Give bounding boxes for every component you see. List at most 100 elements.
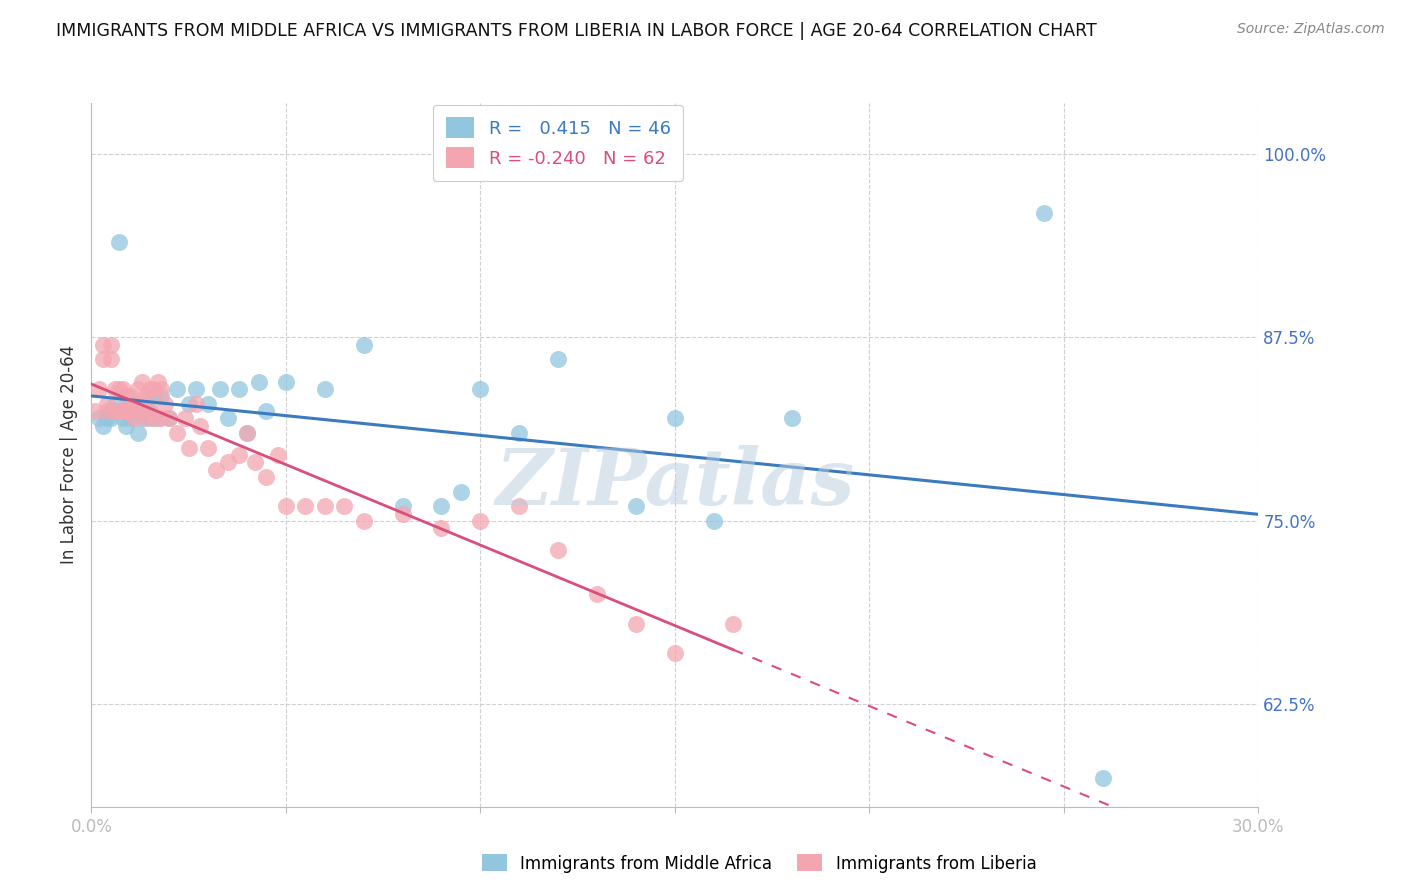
Point [664, 411, 686, 425]
Point [104, 382, 127, 396]
Point [111, 411, 134, 425]
Point [197, 396, 219, 410]
Point [217, 411, 239, 425]
Point [146, 411, 169, 425]
Point [131, 411, 153, 425]
Point [624, 500, 647, 514]
Point [122, 404, 145, 418]
Point [135, 389, 157, 403]
Point [107, 382, 129, 396]
Point [547, 543, 569, 558]
Point [508, 425, 530, 440]
Point [138, 411, 162, 425]
Point [89, 411, 111, 425]
Point [104, 396, 127, 410]
Point [150, 411, 173, 425]
Point [96, 411, 118, 425]
Point [333, 500, 356, 514]
Point [1033, 205, 1056, 219]
Point [236, 425, 259, 440]
Point [120, 396, 142, 410]
Point [236, 425, 259, 440]
Point [314, 382, 336, 396]
Point [186, 396, 208, 410]
Point [100, 411, 122, 425]
Point [391, 500, 413, 514]
Point [173, 411, 195, 425]
Point [96, 404, 118, 418]
Point [1091, 771, 1114, 785]
Point [664, 646, 686, 660]
Point [205, 462, 228, 476]
Point [228, 448, 250, 462]
Point [127, 382, 149, 396]
Point [177, 396, 200, 410]
Point [111, 404, 134, 418]
Point [274, 375, 297, 389]
Point [188, 418, 211, 433]
Y-axis label: In Labor Force | Age 20-64: In Labor Force | Age 20-64 [59, 345, 77, 565]
Point [120, 404, 142, 418]
Point [115, 389, 138, 403]
Point [208, 382, 231, 396]
Legend: Immigrants from Middle Africa, Immigrants from Liberia: Immigrants from Middle Africa, Immigrant… [475, 847, 1043, 880]
Point [274, 500, 297, 514]
Point [430, 521, 453, 535]
Point [104, 404, 127, 418]
Legend: R =   0.415   N = 46, R = -0.240   N = 62: R = 0.415 N = 46, R = -0.240 N = 62 [433, 104, 683, 180]
Point [138, 404, 162, 418]
Point [508, 500, 530, 514]
Point [155, 396, 177, 410]
Point [100, 352, 122, 367]
Point [166, 425, 188, 440]
Point [111, 382, 134, 396]
Point [142, 411, 165, 425]
Point [91, 418, 114, 433]
Point [138, 382, 162, 396]
Point [142, 382, 165, 396]
Point [120, 411, 142, 425]
Text: Source: ZipAtlas.com: Source: ZipAtlas.com [1237, 22, 1385, 37]
Point [107, 235, 129, 249]
Point [115, 404, 138, 418]
Point [135, 411, 157, 425]
Point [100, 338, 122, 352]
Point [177, 441, 200, 455]
Point [314, 500, 336, 514]
Point [243, 455, 266, 469]
Point [780, 411, 803, 425]
Point [624, 616, 647, 631]
Point [586, 587, 609, 601]
Point [294, 500, 316, 514]
Point [267, 448, 290, 462]
Point [430, 500, 453, 514]
Point [131, 375, 153, 389]
Point [391, 507, 413, 521]
Point [247, 375, 270, 389]
Point [91, 338, 114, 352]
Point [470, 382, 492, 396]
Point [120, 389, 142, 403]
Point [96, 396, 118, 410]
Point [135, 396, 157, 410]
Point [91, 352, 114, 367]
Point [217, 455, 239, 469]
Text: IMMIGRANTS FROM MIDDLE AFRICA VS IMMIGRANTS FROM LIBERIA IN LABOR FORCE | AGE 20: IMMIGRANTS FROM MIDDLE AFRICA VS IMMIGRA… [56, 22, 1097, 40]
Point [131, 396, 153, 410]
Point [127, 404, 149, 418]
Text: ZIPatlas: ZIPatlas [495, 445, 855, 521]
Point [122, 411, 145, 425]
Point [353, 514, 375, 528]
Point [127, 425, 149, 440]
Point [450, 484, 472, 499]
Point [256, 404, 278, 418]
Point [138, 404, 162, 418]
Point [166, 382, 188, 396]
Point [157, 411, 180, 425]
Point [186, 382, 208, 396]
Point [197, 441, 219, 455]
Point [150, 382, 173, 396]
Point [703, 514, 725, 528]
Point [89, 382, 111, 396]
Point [228, 382, 250, 396]
